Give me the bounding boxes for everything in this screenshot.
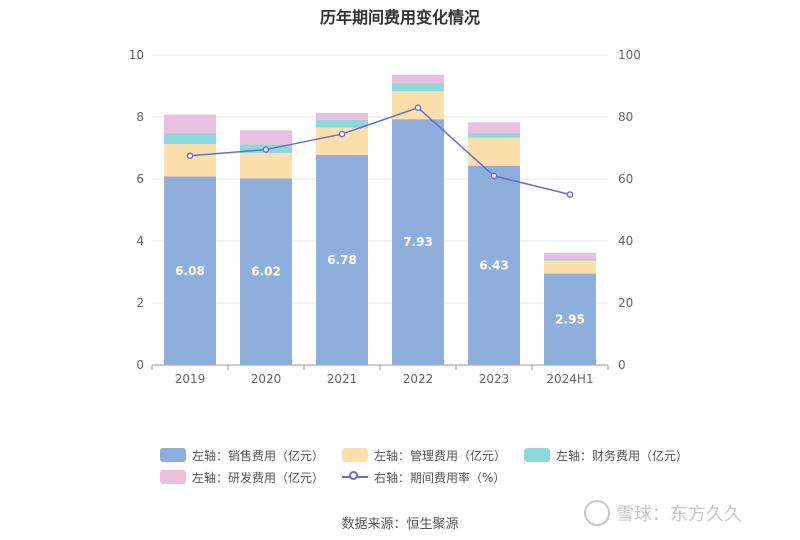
legend-row-2: 左轴：研发费用（亿元） 右轴：期间费用率（%） [160, 466, 660, 488]
bar-sales [392, 119, 444, 365]
legend-swatch-finance [524, 448, 551, 462]
left-axis-tick: 6 [136, 172, 144, 186]
x-axis-tick-label: 2024H1 [546, 372, 593, 386]
left-axis-tick: 0 [136, 358, 144, 372]
legend-label-rate: 右轴：期间费用率（%） [374, 470, 506, 485]
bar-value-label: 6.43 [479, 258, 509, 272]
left-axis-tick: 4 [136, 234, 144, 248]
left-axis-tick: 8 [136, 110, 144, 124]
legend-item-sales[interactable]: 左轴：销售费用（亿元） [160, 447, 324, 464]
legend-item-finance[interactable]: 左轴：财务费用（亿元） [524, 447, 688, 464]
right-axis-tick: 40 [618, 234, 633, 248]
bar-finance [468, 133, 520, 138]
legend-label-admin: 左轴：管理费用（亿元） [374, 448, 507, 463]
legend-row-1: 左轴：销售费用（亿元） 左轴：管理费用（亿元） 左轴：财务费用（亿元） [160, 444, 688, 466]
rate-point [338, 130, 346, 138]
bar-finance [392, 83, 444, 92]
bar-value-label: 6.08 [175, 264, 205, 278]
rate-point [414, 104, 422, 111]
rate-point [186, 152, 194, 160]
rate-point [490, 172, 498, 180]
watermark-text: 雪球：东方久久 [616, 504, 742, 525]
bar-value-label: 6.78 [327, 253, 357, 267]
bar-finance [316, 119, 368, 128]
chart-title: 历年期间费用变化情况 [319, 8, 480, 27]
legend-swatch-rate [342, 470, 369, 484]
x-axis-tick-label: 2022 [403, 372, 434, 386]
right-axis-tick: 100 [618, 48, 641, 62]
bar-sales [316, 154, 368, 365]
x-axis-tick-label: 2019 [175, 372, 206, 386]
bar-sales [240, 178, 292, 365]
bar-rd [544, 252, 596, 259]
bar-admin [468, 137, 520, 166]
bar-finance [164, 133, 216, 144]
legend-label-finance: 左轴：财务费用（亿元） [556, 448, 689, 463]
right-axis-tick: 20 [618, 296, 633, 310]
bar-sales [164, 176, 216, 365]
data-source-note: 数据来源：恒生聚源 [341, 517, 459, 532]
rate-line [189, 106, 571, 196]
bar-rd [240, 130, 292, 145]
snowball-logo-icon [584, 500, 610, 526]
bar-admin [164, 143, 216, 177]
bar-admin [240, 152, 292, 179]
bar-sales [468, 165, 520, 365]
legend-swatch-rd [160, 470, 186, 484]
legend-item-admin[interactable]: 左轴：管理费用（亿元） [342, 447, 506, 464]
watermark: 雪球：东方久久 [584, 500, 742, 526]
chart-svg: 024681002040608010020196.0820206.0220216… [129, 48, 641, 386]
left-axis-tick: 10 [129, 48, 144, 62]
x-axis-tick-label: 2020 [251, 372, 282, 386]
legend-swatch-admin [342, 448, 369, 462]
bar-rd [316, 112, 368, 120]
bar-value-label: 6.02 [251, 265, 281, 279]
legend-swatch-sales [160, 448, 186, 462]
bar-value-label: 7.93 [403, 235, 433, 249]
legend: 左轴：销售费用（亿元） 左轴：管理费用（亿元） 左轴：财务费用（亿元） 左轴：研… [160, 444, 688, 488]
left-axis-tick: 2 [136, 296, 144, 310]
bar-admin [544, 260, 596, 274]
bar-value-label: 2.95 [555, 312, 585, 326]
right-axis-tick: 0 [618, 358, 626, 372]
right-axis-tick: 60 [618, 172, 633, 186]
rate-point [566, 191, 574, 198]
bar-rd [392, 74, 444, 84]
legend-item-rd[interactable]: 左轴：研发费用（亿元） [160, 469, 324, 486]
x-axis-tick-label: 2023 [479, 372, 510, 386]
x-axis-tick-label: 2021 [327, 372, 358, 386]
bar-rd [164, 114, 216, 134]
legend-label-sales: 左轴：销售费用（亿元） [192, 448, 325, 463]
bar-sales [544, 273, 596, 365]
right-axis-tick: 80 [618, 110, 633, 124]
legend-label-rd: 左轴：研发费用（亿元） [192, 470, 325, 485]
bar-finance [544, 258, 596, 261]
legend-item-rate[interactable]: 右轴：期间费用率（%） [342, 469, 505, 486]
rate-point [262, 146, 270, 153]
bar-rd [468, 122, 520, 134]
